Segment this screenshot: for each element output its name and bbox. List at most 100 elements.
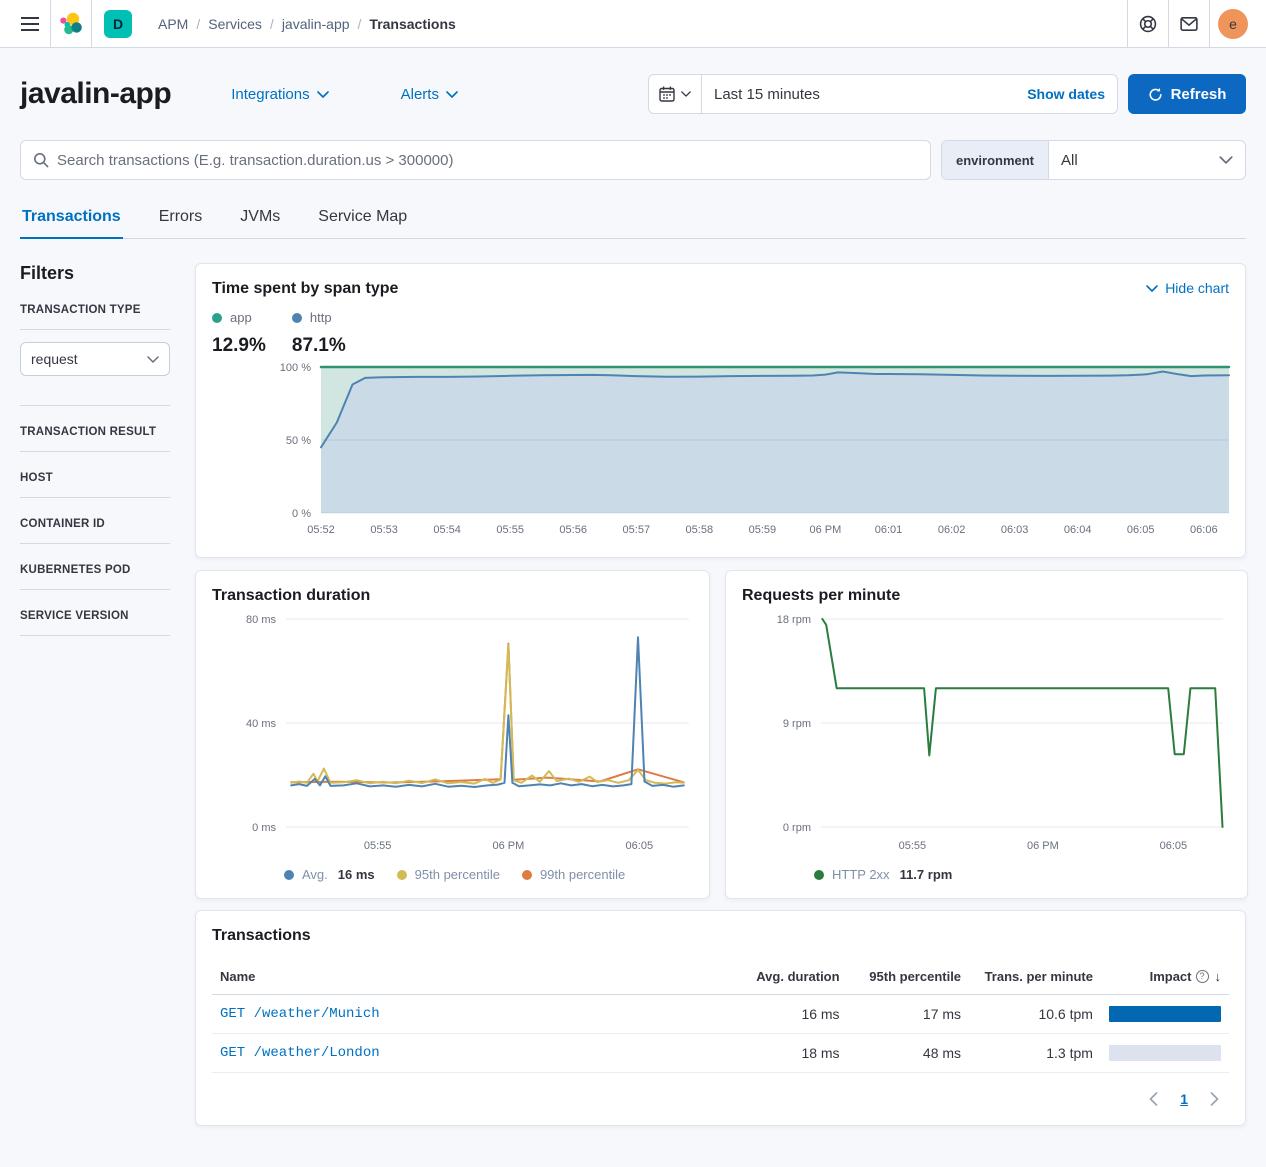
calendar-icon (659, 86, 675, 102)
transaction-link-london[interactable]: GET /weather/London (212, 1033, 727, 1073)
time-range-value[interactable]: Last 15 minutes (714, 85, 820, 103)
column-header-impact[interactable]: Impact? ↓ (1100, 959, 1229, 995)
home-button[interactable] (51, 0, 91, 47)
previous-page-button[interactable] (1149, 1092, 1158, 1106)
help-button[interactable] (1128, 0, 1168, 47)
svg-text:06:05: 06:05 (1160, 840, 1188, 852)
transaction-link-munich[interactable]: GET /weather/Munich (212, 994, 727, 1034)
chevron-down-icon (681, 91, 691, 97)
hamburger-icon (21, 16, 39, 31)
page-number-1[interactable]: 1 (1180, 1091, 1188, 1107)
breadcrumb-separator: / (269, 15, 274, 32)
filter-container-id[interactable]: CONTAINER ID (20, 518, 170, 544)
legend-label-http-2xx: HTTP 2xx (832, 867, 890, 882)
show-dates-button[interactable]: Show dates (1027, 86, 1105, 102)
tab-jvms[interactable]: JVMs (240, 208, 281, 225)
svg-text:06:01: 06:01 (875, 524, 903, 536)
divider (20, 376, 170, 406)
transaction-duration-panel: Transaction duration 0 ms 40 ms 80 ms 05:55… (195, 570, 710, 899)
filters-heading: Filters (20, 263, 75, 283)
svg-text:40 ms: 40 ms (246, 718, 276, 730)
divider (91, 0, 92, 47)
column-header-95th-percentile[interactable]: 95th percentile (847, 959, 970, 995)
legend-label-p95: 95th percentile (414, 867, 500, 882)
tab-service-map[interactable]: Service Map (318, 208, 408, 225)
legend-item-p99[interactable]: 99th percentile (521, 867, 625, 882)
tab-errors[interactable]: Errors (158, 208, 203, 225)
svg-text:100 %: 100 % (280, 362, 311, 374)
question-circle-icon[interactable]: ? (1195, 969, 1209, 983)
integrations-label: Integrations (231, 85, 310, 103)
space-badge[interactable]: D (104, 9, 132, 38)
svg-text:0 rpm: 0 rpm (783, 822, 811, 834)
svg-text:05:58: 05:58 (686, 524, 714, 536)
alerts-menu[interactable]: Alerts (401, 86, 458, 103)
environment-label: environment (942, 141, 1050, 179)
refresh-button[interactable]: Refresh (1128, 74, 1246, 114)
breadcrumb-current: Transactions (369, 15, 456, 32)
transactions-table-panel: Transactions Name Avg. duration 95th per… (195, 910, 1246, 1126)
requests-per-minute-chart[interactable]: 0 rpm 9 rpm 18 rpm 05:55 06 PM 06:05 (742, 611, 1231, 857)
chevron-down-icon (1219, 156, 1233, 164)
legend-dot-app (212, 312, 222, 323)
filter-kubernetes-pod[interactable]: KUBERNETES POD (20, 564, 170, 590)
svg-text:06 PM: 06 PM (810, 524, 842, 536)
transaction-type-value: request (31, 351, 78, 367)
pagination: 1 (212, 1073, 1229, 1115)
filter-host[interactable]: HOST (20, 472, 170, 498)
environment-value: All (1061, 151, 1078, 169)
user-avatar[interactable]: e (1218, 8, 1248, 39)
tab-transactions[interactable]: Transactions (20, 198, 123, 239)
svg-text:80 ms: 80 ms (246, 614, 276, 626)
breadcrumb-service-name[interactable]: javalin-app (281, 15, 350, 32)
table-row: GET /weather/Munich 16 ms 17 ms 10.6 tpm (212, 994, 1229, 1034)
environment-select[interactable]: environment All (941, 140, 1246, 180)
column-header-avg-duration[interactable]: Avg. duration (726, 959, 848, 995)
filter-transaction-result[interactable]: TRANSACTION RESULT (20, 426, 170, 452)
sort-descending-icon[interactable]: ↓ (1214, 969, 1222, 984)
transactions-table: Name Avg. duration 95th percentile Trans… (212, 959, 1229, 1073)
hide-chart-button[interactable]: Hide chart (1146, 280, 1229, 296)
legend-item-http[interactable]: http (291, 310, 346, 325)
impact-label: Impact (1149, 969, 1192, 984)
legend-item-p95[interactable]: 95th percentile (396, 867, 500, 882)
top-navigation-bar: D APM / Services / javalin-app / Transac… (0, 0, 1266, 48)
refresh-icon (1149, 87, 1162, 101)
svg-text:06:03: 06:03 (1001, 524, 1029, 536)
filter-service-version[interactable]: SERVICE VERSION (20, 610, 170, 636)
span-type-chart-title: Time spent by span type (212, 280, 399, 297)
breadcrumb-apm[interactable]: APM (158, 15, 189, 32)
menu-button[interactable] (10, 0, 50, 47)
column-header-name[interactable]: Name (212, 959, 727, 995)
integrations-menu[interactable]: Integrations (231, 85, 329, 103)
next-page-button[interactable] (1210, 1092, 1219, 1106)
legend-item-avg[interactable]: Avg. 16 ms (284, 867, 375, 882)
column-header-tpm[interactable]: Trans. per minute (969, 959, 1101, 995)
alerts-label: Alerts (400, 85, 439, 103)
transaction-duration-chart[interactable]: 0 ms 40 ms 80 ms 05:55 06 PM 06:05 (212, 611, 695, 857)
svg-text:06:04: 06:04 (1064, 524, 1092, 536)
cell-95th-percentile: 17 ms (847, 994, 970, 1034)
transaction-type-select[interactable]: request (20, 342, 170, 376)
newsfeed-button[interactable] (1169, 0, 1209, 47)
transactions-table-title: Transactions (212, 927, 311, 944)
legend-item-app[interactable]: app (212, 310, 266, 325)
mail-icon (1180, 16, 1198, 31)
chevron-right-icon (1210, 1092, 1219, 1106)
refresh-label: Refresh (1170, 85, 1227, 103)
breadcrumb-separator: / (196, 15, 201, 32)
svg-text:05:59: 05:59 (749, 524, 777, 536)
legend-item-http-2xx[interactable]: HTTP 2xx 11.7 rpm (814, 867, 952, 882)
search-transactions-input[interactable] (57, 151, 918, 169)
breadcrumb: APM / Services / javalin-app / Transacti… (158, 16, 456, 32)
legend-label-avg: Avg. (302, 867, 328, 882)
help-lifebuoy-icon (1139, 15, 1157, 32)
svg-text:06:05: 06:05 (1127, 524, 1155, 536)
breadcrumb-services[interactable]: Services (208, 15, 262, 32)
search-row: environment All (20, 140, 1246, 180)
svg-text:05:53: 05:53 (370, 524, 398, 536)
svg-text:18 rpm: 18 rpm (777, 614, 811, 626)
date-quick-select-button[interactable] (649, 75, 702, 113)
svg-text:06:02: 06:02 (938, 524, 966, 536)
span-type-area-chart[interactable]: 0 % 50 % 100 % 05:52 05:53 05:54 05:55 05:56 05:… (212, 361, 1231, 541)
